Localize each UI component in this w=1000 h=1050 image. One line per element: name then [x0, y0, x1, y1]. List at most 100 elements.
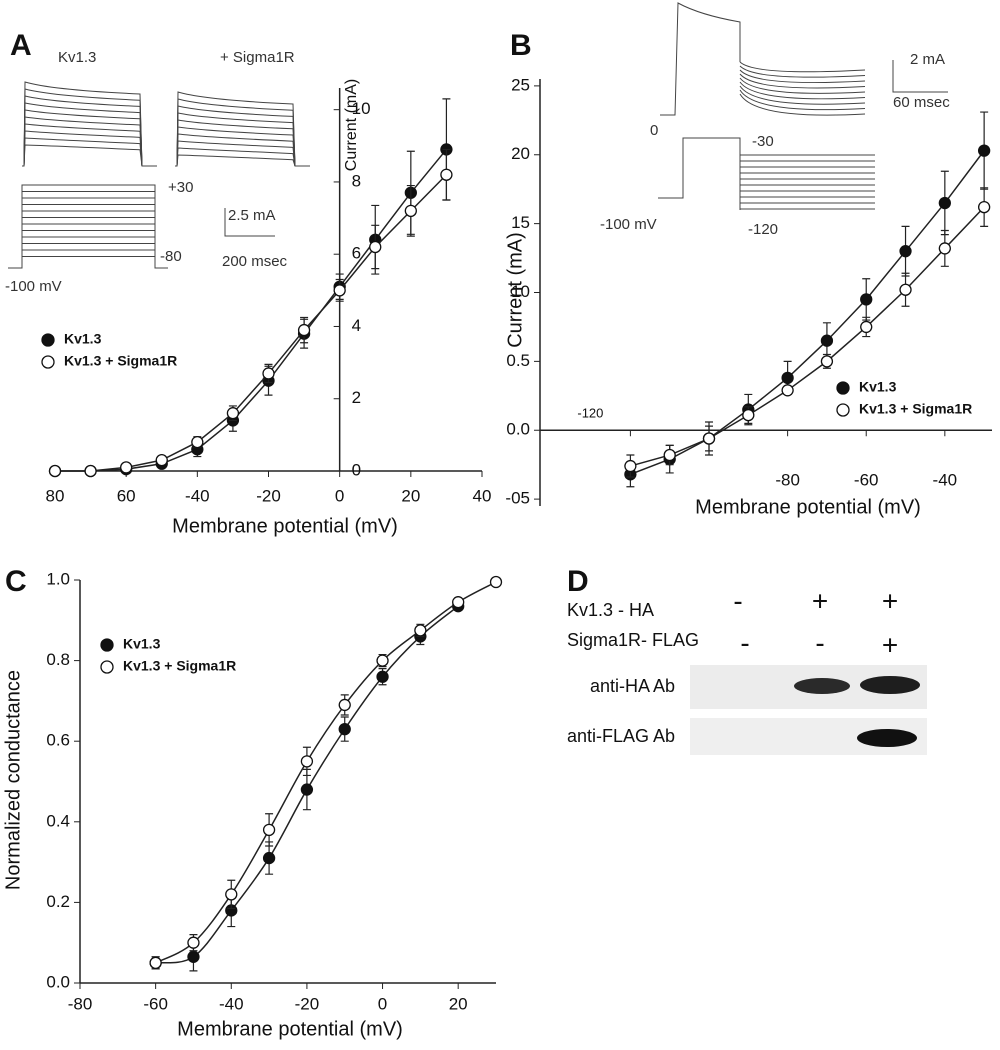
panel-letter: A	[10, 29, 32, 62]
data-point	[191, 435, 204, 449]
legend-label: Kv1.3	[64, 331, 102, 347]
inset-trace	[22, 144, 157, 167]
annotation: -120	[748, 221, 778, 238]
y-tick-label: 4	[352, 316, 361, 335]
data-point	[899, 245, 912, 258]
data-point	[262, 367, 275, 380]
annotation: 2.5 mA	[228, 207, 276, 224]
inset-trace	[739, 77, 866, 94]
x-tick-label: -20	[295, 994, 320, 1013]
data-point	[624, 459, 637, 473]
inset-trace	[8, 184, 168, 269]
inset-trace	[22, 130, 157, 167]
y-tick-label: 15	[511, 213, 530, 232]
data-point	[376, 654, 389, 667]
data-point	[742, 408, 755, 422]
y-tick-label: 0.2	[46, 892, 70, 911]
x-tick-label: -40	[933, 470, 958, 489]
inset-trace	[739, 61, 866, 73]
inset-trace	[22, 102, 157, 167]
annotation: -100 mV	[600, 216, 657, 233]
data-point	[820, 334, 834, 347]
inset-trace	[175, 119, 310, 167]
data-point	[333, 284, 346, 297]
sign: -	[733, 585, 742, 616]
inset-trace	[175, 105, 310, 167]
data-point	[187, 950, 200, 963]
data-point	[452, 596, 465, 609]
data-point	[187, 936, 200, 949]
y-tick-label: 0.5	[506, 351, 530, 370]
data-point	[860, 293, 873, 306]
inset-trace	[22, 116, 157, 167]
legend-marker	[41, 355, 55, 369]
annotation: -80	[160, 248, 182, 265]
x-axis-title: Membrane potential (mV)	[177, 1018, 403, 1040]
data-point	[702, 432, 716, 445]
sign: -	[815, 627, 824, 658]
legend-marker	[836, 403, 850, 417]
y-tick-label: 10	[352, 99, 371, 118]
data-point	[977, 200, 991, 214]
panel-letter: B	[510, 29, 532, 62]
y-axis-title: Current (mA)	[504, 232, 526, 348]
x-tick-label: 60	[117, 486, 136, 505]
inset-trace	[22, 137, 157, 167]
data-point	[663, 448, 676, 462]
data-point	[977, 144, 991, 157]
inset-trace	[175, 126, 310, 167]
data-point	[262, 851, 276, 865]
data-point	[338, 698, 351, 712]
legend-marker	[100, 660, 114, 674]
inset-trace	[224, 208, 275, 237]
inset-trace	[22, 95, 157, 167]
inset-trace	[739, 69, 866, 84]
x-tick-label: -40	[219, 994, 244, 1013]
data-point	[414, 624, 427, 637]
sign: +	[882, 629, 898, 660]
y-tick-label: 6	[352, 244, 361, 263]
antibody-label: anti-FLAG Ab	[567, 726, 675, 746]
series-line	[630, 150, 985, 476]
x-tick-label: -80	[68, 994, 93, 1013]
data-point	[440, 168, 453, 181]
inset-trace	[175, 98, 310, 167]
annotation: 200 msec	[222, 253, 288, 270]
annotation: Kv1.3	[58, 49, 96, 66]
annotation: 60 msec	[893, 94, 950, 111]
inset-trace	[175, 154, 310, 167]
inset-trace	[739, 73, 866, 89]
data-point	[404, 204, 417, 217]
inset-trace	[739, 81, 866, 100]
inset-trace	[739, 89, 866, 111]
sign: +	[812, 585, 828, 616]
x-tick-label: -20	[256, 486, 281, 505]
inset-trace	[22, 81, 157, 167]
inset-trace	[660, 2, 741, 116]
annotation: -100 mV	[5, 278, 62, 295]
y-tick-label: -05	[505, 489, 530, 508]
data-point	[297, 323, 311, 337]
antibody-label: anti-HA Ab	[590, 676, 675, 696]
inset-trace	[175, 91, 310, 167]
series-line	[630, 206, 985, 467]
x-tick-label: -120	[577, 406, 603, 421]
series-line	[155, 581, 497, 964]
band	[857, 729, 917, 747]
inset-trace	[892, 60, 948, 93]
inset-trace	[739, 85, 866, 105]
legend-label: Kv1.3	[123, 636, 161, 652]
inset-trace	[175, 140, 310, 167]
data-point	[938, 196, 951, 210]
panel-letter: C	[5, 565, 27, 598]
annotation: 0	[650, 122, 658, 139]
sign: +	[882, 585, 898, 616]
y-tick-label: 0	[352, 460, 361, 479]
band	[794, 678, 850, 694]
legend-label: Kv1.3 + Sigma1R	[123, 658, 236, 674]
x-axis-title: Membrane potential (mV)	[695, 496, 921, 518]
x-tick-label: 0	[335, 486, 344, 505]
data-point	[369, 240, 382, 254]
inset-trace	[739, 65, 866, 78]
